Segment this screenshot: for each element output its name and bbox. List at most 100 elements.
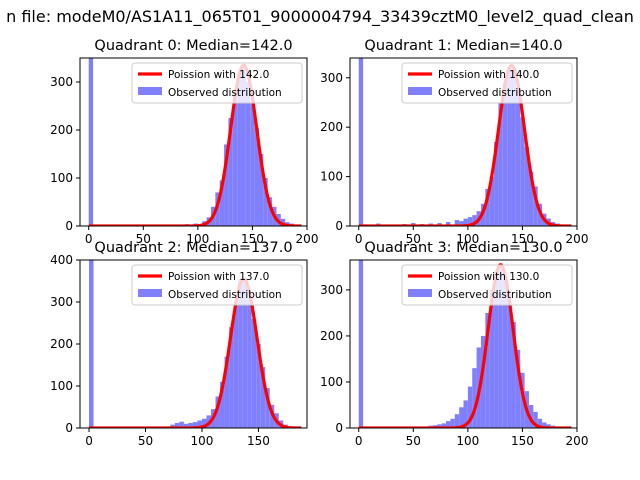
legend-observed-swatch <box>408 87 432 95</box>
histogram-bar <box>228 118 233 226</box>
histogram-bar <box>511 70 516 226</box>
legend: Poission with 130.0 Observed distribution <box>401 264 573 306</box>
histogram-bar <box>441 423 447 428</box>
histogram-bar <box>224 144 229 226</box>
histogram-bar <box>446 222 451 226</box>
histogram-bar <box>174 422 180 428</box>
histogram-bar <box>533 411 538 428</box>
legend-observed-label: Observed distribution <box>438 289 552 301</box>
y-tick-label: 100 <box>50 171 73 185</box>
histogram-bar <box>247 297 252 428</box>
legend-poisson-label: Poission with 137.0 <box>168 271 269 283</box>
histogram-bar <box>220 381 225 428</box>
legend-observed-swatch <box>138 87 162 95</box>
histogram-bar <box>437 424 442 428</box>
x-tick-label: 150 <box>511 434 534 448</box>
x-tick-label: 200 <box>566 232 589 246</box>
histogram-bar <box>524 146 529 226</box>
histogram-bar <box>454 220 460 226</box>
histogram-bar <box>260 367 266 428</box>
histogram-bar <box>254 127 259 226</box>
legend-frame <box>131 264 303 306</box>
histogram-bar <box>515 349 521 428</box>
histogram-bar <box>459 221 464 226</box>
histogram-bar <box>188 422 193 428</box>
x-tick-label: 150 <box>241 232 264 246</box>
y-tick-label: 0 <box>335 421 343 435</box>
poisson-curve <box>358 263 573 428</box>
legend-observed-label: Observed distribution <box>168 87 282 99</box>
x-tick-label: 100 <box>186 232 209 246</box>
histogram-bar <box>494 271 499 428</box>
quadrant-0-plot: 0 50 100 150 200 0 100 200 300 Quadrant 0: Median… <box>50 38 318 246</box>
x-tick-label: 100 <box>456 434 479 448</box>
y-tick-label: 0 <box>65 421 73 435</box>
histogram-bar <box>267 197 273 226</box>
y-tick-label: 100 <box>50 379 73 393</box>
x-tick-label: 200 <box>296 232 319 246</box>
histogram-bar <box>454 414 460 428</box>
x-tick-label: 150 <box>511 232 534 246</box>
histogram-bar <box>520 372 525 428</box>
axes-frame <box>79 57 308 227</box>
legend-frame <box>401 264 573 306</box>
legend: Poission with 142.0 Observed distribution <box>131 62 303 104</box>
histogram-bar <box>280 218 286 226</box>
y-tick-label: 300 <box>320 71 343 85</box>
legend-poisson-label: Poission with 130.0 <box>438 271 539 283</box>
histogram-bar <box>265 388 270 428</box>
histogram-bar <box>520 117 525 226</box>
y-tick-label: 200 <box>320 329 343 343</box>
histogram-bar <box>511 322 516 428</box>
histogram-bar <box>192 422 198 428</box>
quadrant-1-plot-area <box>358 58 573 226</box>
histogram-bar <box>251 318 257 428</box>
legend-observed-swatch <box>138 289 162 297</box>
histogram-bar <box>472 215 477 226</box>
histogram-bar <box>224 356 230 428</box>
histogram-bar <box>183 423 189 428</box>
histogram-bar <box>489 176 495 226</box>
histogram-bar <box>546 424 551 428</box>
quadrant-1-title: Quadrant 1: Median=140.0 <box>364 38 562 54</box>
y-tick-label: 300 <box>50 75 73 89</box>
histogram-bar <box>528 404 534 428</box>
histogram-bar <box>88 58 94 226</box>
histogram-bar <box>507 294 512 428</box>
histogram-bar <box>485 188 490 226</box>
quadrant-1-plot: 0 50 100 150 200 0 100 200 300 Quadrant 1: Median… <box>320 38 588 246</box>
quadrant-2-plot: 0 50 100 150 0 100 200 300 400 Quadrant 2: Median… <box>50 240 308 448</box>
legend-observed-label: Observed distribution <box>168 289 282 301</box>
histogram-bar <box>467 386 473 428</box>
quadrant-3-plot: 0 50 100 150 200 0 100 200 300 Quadrant 3: Median… <box>320 240 588 448</box>
x-tick-label: 200 <box>566 434 589 448</box>
histogram-bar <box>489 289 495 428</box>
histogram-bar <box>258 154 264 226</box>
histogram-bar <box>241 67 246 226</box>
x-tick-label: 0 <box>85 232 93 246</box>
figure-suptitle: n file: modeM0/AS1A11_065T01_9000004794_… <box>6 7 634 27</box>
histogram-bar <box>219 180 225 226</box>
histogram-bar <box>446 421 451 428</box>
y-tick-label: 0 <box>335 219 343 233</box>
y-tick-label: 200 <box>50 123 73 137</box>
y-tick-label: 100 <box>320 375 343 389</box>
histogram-bar <box>450 418 455 428</box>
histogram-bar <box>201 418 207 428</box>
histogram-bar <box>537 418 543 428</box>
quadrant-3-plot-area <box>358 260 573 428</box>
quadrant-2-title: Quadrant 2: Median=137.0 <box>94 240 292 256</box>
histogram-bar <box>263 178 268 226</box>
x-tick-label: 50 <box>138 434 153 448</box>
histogram-bar <box>533 186 538 226</box>
histogram-bar <box>528 171 534 226</box>
histogram-bar <box>229 327 234 428</box>
histogram-bar <box>197 420 202 428</box>
y-tick-label: 0 <box>65 219 73 233</box>
legend-poisson-label: Poission with 142.0 <box>168 69 269 81</box>
legend-poisson-label: Poission with 140.0 <box>438 69 539 81</box>
histogram-bar <box>237 72 242 226</box>
histogram-bar <box>459 407 464 428</box>
axes-frame <box>349 259 578 429</box>
